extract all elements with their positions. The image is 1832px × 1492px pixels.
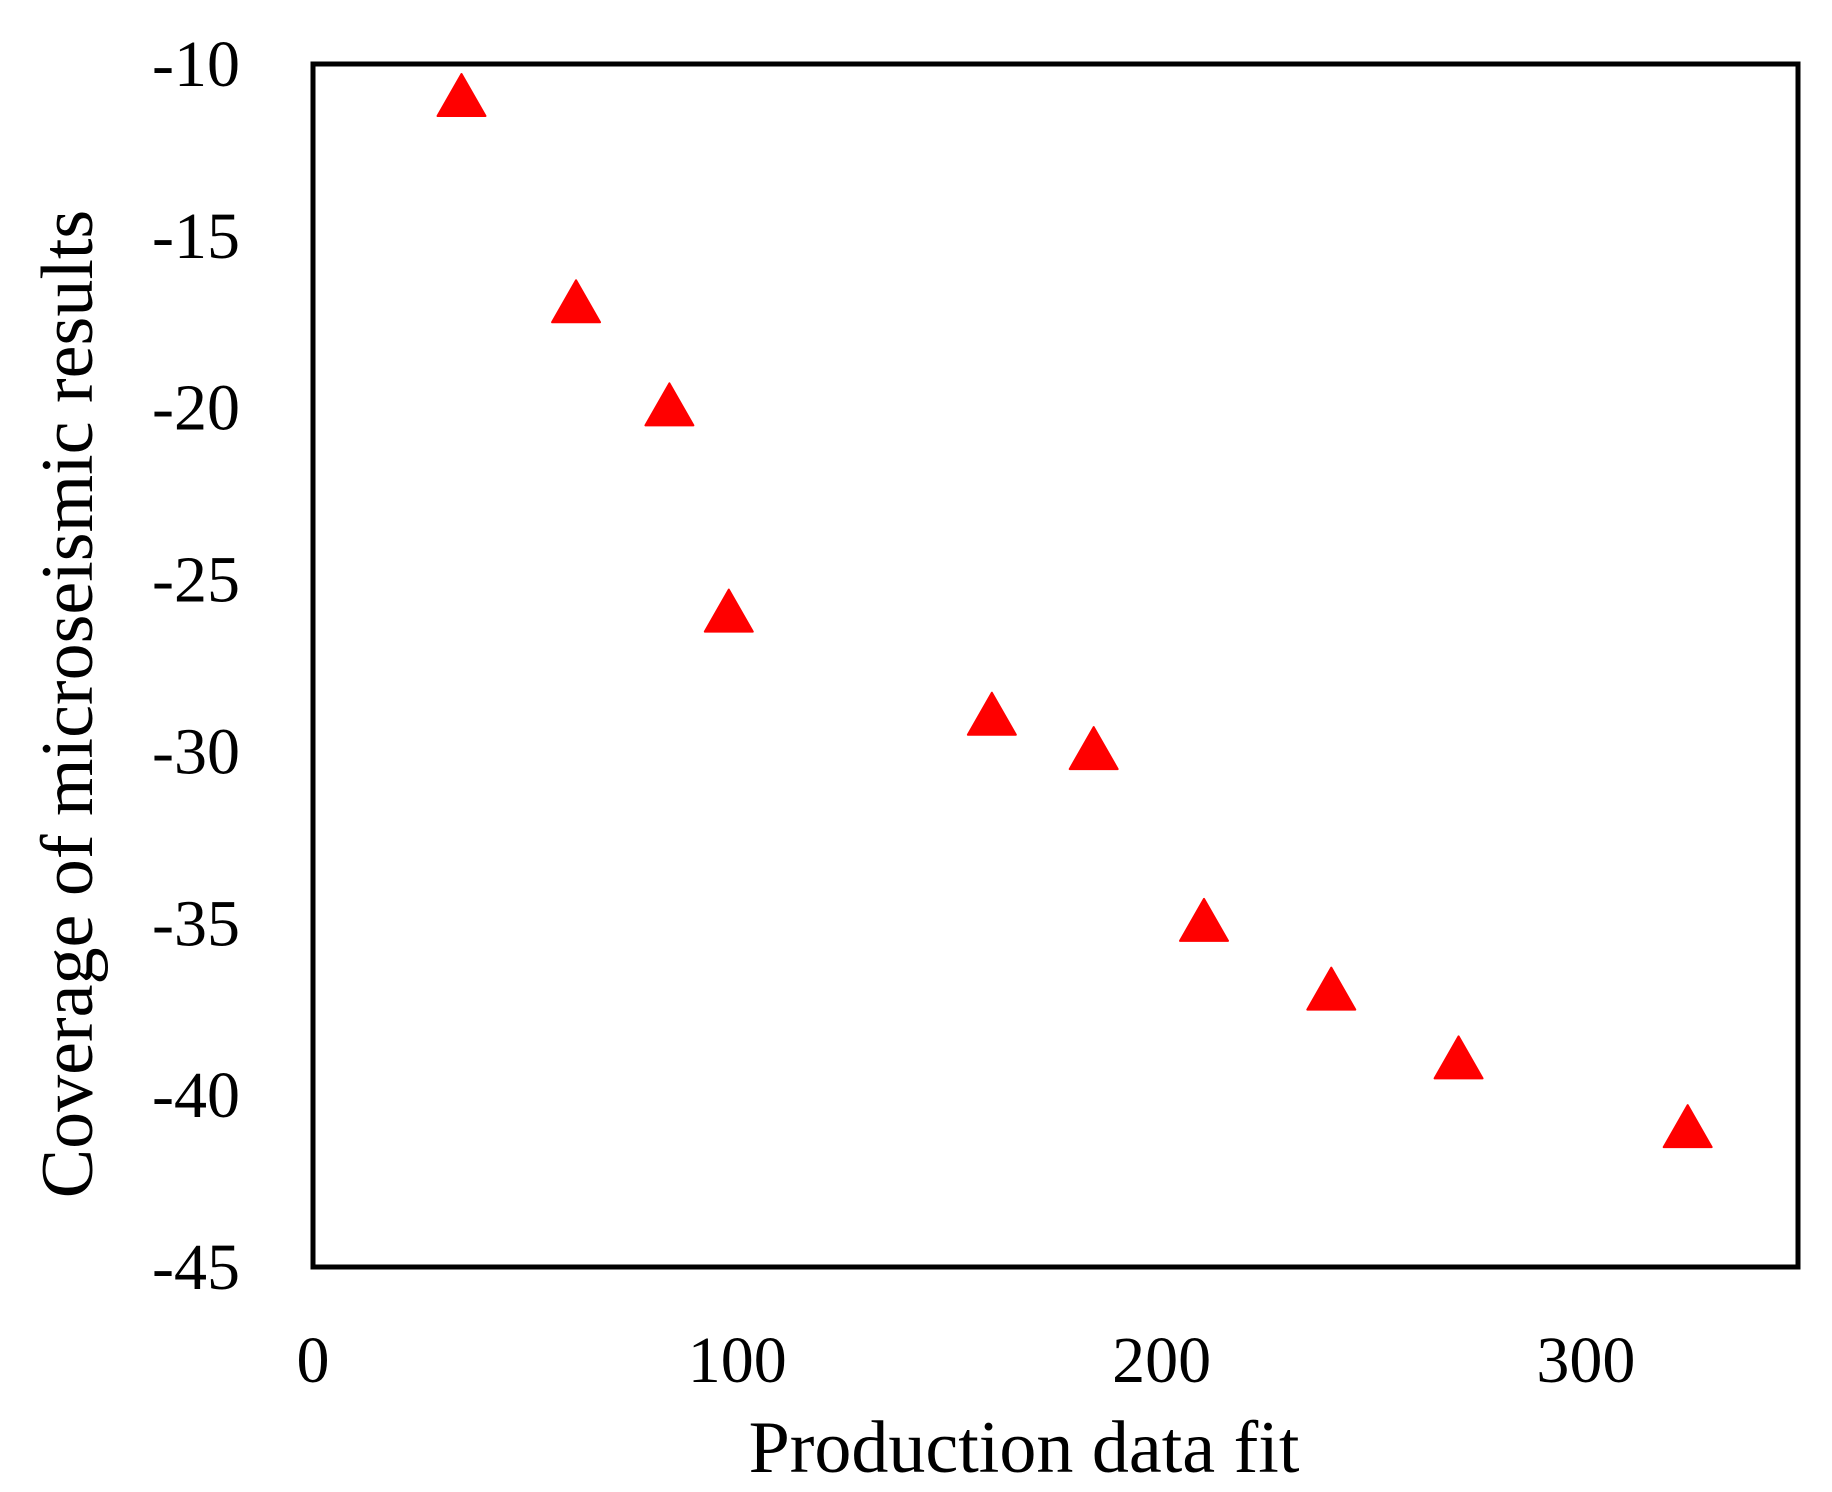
y-axis-title: Coverage of microseismic results bbox=[27, 210, 109, 1198]
y-axis-ticks: -10 -15 -20 -25 -30 -35 -40 -45 bbox=[152, 28, 240, 1304]
x-tick-label: 200 bbox=[1112, 1324, 1211, 1397]
data-point-triangle bbox=[1662, 1104, 1713, 1149]
data-point-triangle bbox=[551, 279, 602, 324]
y-tick-label: -45 bbox=[152, 1231, 240, 1304]
x-axis-title: Production data fit bbox=[749, 1407, 1300, 1489]
y-tick-label: -30 bbox=[152, 715, 240, 788]
y-tick-label: -10 bbox=[152, 28, 240, 101]
y-tick-label: -20 bbox=[152, 372, 240, 445]
plot-frame bbox=[310, 61, 1801, 1270]
y-tick-label: -40 bbox=[152, 1059, 240, 1132]
y-tick-label: -15 bbox=[152, 200, 240, 273]
data-point-triangle bbox=[1433, 1035, 1484, 1080]
data-point-triangle bbox=[1306, 966, 1357, 1011]
data-point-triangle bbox=[1179, 897, 1229, 942]
data-points bbox=[436, 73, 1713, 1149]
x-tick-label: 100 bbox=[688, 1324, 787, 1397]
data-point-triangle bbox=[966, 691, 1017, 736]
x-tick-label: 0 bbox=[297, 1324, 330, 1397]
y-tick-label: -25 bbox=[152, 544, 240, 617]
data-point-triangle bbox=[1068, 726, 1119, 771]
data-point-triangle bbox=[703, 588, 754, 633]
y-tick-label: -35 bbox=[152, 887, 240, 960]
x-tick-label: 300 bbox=[1536, 1324, 1635, 1397]
x-axis-ticks: 0 100 200 300 bbox=[297, 1324, 1636, 1397]
data-point-triangle bbox=[644, 382, 695, 427]
data-point-triangle bbox=[436, 73, 487, 118]
